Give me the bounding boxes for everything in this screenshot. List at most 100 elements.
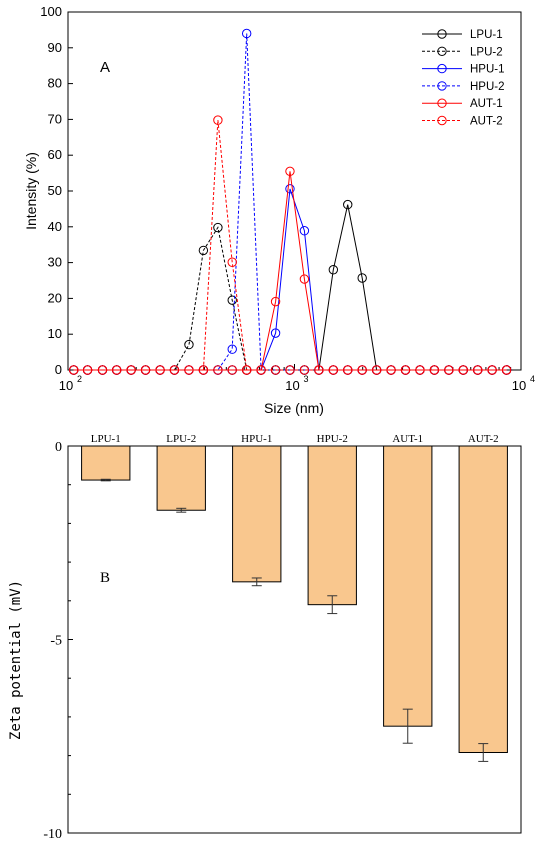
category-label-hpu-1: HPU-1 <box>241 433 272 445</box>
legend-marker-hpu-1 <box>437 63 447 74</box>
data-point-aut-2 <box>270 365 281 375</box>
panel-a-x-tick-exponent: 2 <box>77 374 82 384</box>
data-point-aut-2 <box>241 365 252 375</box>
data-point-aut-2 <box>371 365 382 375</box>
category-label-aut-1: AUT-1 <box>392 433 423 445</box>
data-point-lpu-2 <box>184 339 194 350</box>
panel-a-label: A <box>100 59 110 76</box>
bar-aut-2 <box>458 445 508 754</box>
data-point-aut-2 <box>328 365 339 375</box>
data-point-aut-2 <box>82 365 93 375</box>
data-point-lpu-2 <box>198 245 209 256</box>
panel-a-y-tick-label: 40 <box>48 219 62 234</box>
data-point-aut-2 <box>429 365 440 375</box>
data-point-aut-2 <box>198 365 209 375</box>
panel-b-y-tick-label: -5 <box>50 634 62 649</box>
panel-a-x-tick-label: 10 <box>59 378 73 393</box>
legend-label-aut-2: AUT-2 <box>470 116 503 128</box>
category-label-lpu-2: LPU-2 <box>166 433 196 445</box>
panel-a-y-tick-label: 100 <box>40 4 62 19</box>
data-point-lpu-1 <box>328 265 339 275</box>
bar-aut-1 <box>383 445 433 727</box>
category-label-hpu-2: HPU-2 <box>317 433 348 445</box>
panel-a-y-tick-label: 0 <box>55 362 62 377</box>
data-point-hpu-1 <box>285 184 295 194</box>
data-point-aut-2 <box>415 365 425 375</box>
series-line-hpu-1 <box>73 188 507 371</box>
data-point-aut-2 <box>472 365 483 375</box>
legend-marker-aut-1 <box>437 98 447 108</box>
data-point-hpu-2 <box>241 28 252 39</box>
series-hpu-1 <box>69 184 512 375</box>
data-point-aut-2 <box>169 365 180 375</box>
data-point-lpu-2 <box>213 222 223 233</box>
panel-b-y-axis-title: Zeta potential (mV) <box>8 580 24 740</box>
data-point-hpu-1 <box>270 328 281 338</box>
data-point-aut-2 <box>386 365 396 375</box>
data-point-aut-2 <box>256 365 266 375</box>
data-point-aut-2 <box>140 365 151 375</box>
panel-b-label: B <box>100 570 110 586</box>
legend-label-lpu-1: LPU-1 <box>470 29 503 41</box>
panel-a-x-tick-label: 10 <box>285 378 299 393</box>
data-point-aut-2 <box>501 365 512 375</box>
panel-a-legend: LPU-1 LPU-2 HPU-1 HPU-2 AUT-1 AUT-2 <box>422 29 505 128</box>
series-line-hpu-2 <box>73 33 507 371</box>
bar-lpu-1 <box>81 445 131 481</box>
data-point-lpu-1 <box>357 273 367 283</box>
panel-a-y-axis-title: Intensity (%) <box>23 152 39 230</box>
legend-label-lpu-2: LPU-2 <box>470 46 503 58</box>
panel-a-y-tick-label: 70 <box>48 111 62 126</box>
panel-a-x-tick-exponent: 4 <box>530 374 535 384</box>
bar-hpu-1 <box>232 445 282 583</box>
data-point-aut-2 <box>184 365 194 375</box>
data-point-aut-2 <box>69 365 79 375</box>
data-point-aut-2 <box>400 365 411 375</box>
panel-a-series-group <box>69 28 512 375</box>
panel-b-bar-chart: 0-5-10 LPU-1 LPU-2 HPU-1 HPU-2 AUT-1 AUT-2 B … <box>8 433 522 842</box>
series-hpu-2 <box>69 28 512 375</box>
series-line-lpu-2 <box>73 226 507 371</box>
panel-a-x-axis-title: Size (nm) <box>264 400 324 416</box>
panel-a-x-tick-exponent: 3 <box>304 374 309 384</box>
series-lpu-1 <box>69 199 512 375</box>
series-line-aut-2 <box>73 120 507 371</box>
panel-a-y-tick-label: 50 <box>48 183 62 198</box>
panel-a-y-tick-label: 90 <box>48 40 62 55</box>
legend-marker-hpu-2 <box>437 81 447 91</box>
data-point-aut-1 <box>299 274 310 284</box>
panel-a-y-tick-label: 20 <box>48 290 62 305</box>
category-label-aut-2: AUT-2 <box>468 433 499 445</box>
panel-a-y-tick-label: 30 <box>48 255 62 270</box>
data-point-lpu-1 <box>343 199 353 210</box>
panel-b-ticks: 0 -5 -10 <box>43 440 73 842</box>
series-line-lpu-1 <box>73 204 507 371</box>
data-point-aut-2 <box>285 365 295 375</box>
panel-a-y-tick-label: 80 <box>48 76 62 91</box>
data-point-aut-2 <box>343 365 353 375</box>
legend-marker-lpu-1 <box>437 29 447 39</box>
data-point-aut-2 <box>97 365 108 375</box>
data-point-aut-1 <box>227 365 237 375</box>
panel-a-x-tick-label: 10 <box>512 378 526 393</box>
data-point-hpu-2 <box>227 344 237 354</box>
data-point-hpu-1 <box>299 226 310 236</box>
panel-b-y-tick-label: -10 <box>43 827 62 842</box>
data-point-aut-2 <box>155 365 165 375</box>
series-line-aut-1 <box>73 171 507 371</box>
series-aut-2 <box>69 115 512 375</box>
data-point-aut-2 <box>126 365 136 375</box>
data-point-aut-2 <box>458 365 468 375</box>
series-lpu-2 <box>69 222 512 375</box>
data-point-aut-2 <box>111 365 122 375</box>
legend-marker-aut-2 <box>437 115 447 126</box>
data-point-aut-2 <box>487 365 497 375</box>
panel-b-plot-frame <box>67 445 522 834</box>
panel-a-y-tick-label: 60 <box>48 147 62 162</box>
category-label-lpu-1: LPU-1 <box>91 433 121 445</box>
series-aut-1 <box>69 166 512 375</box>
data-point-aut-1 <box>270 296 281 307</box>
bar-lpu-2 <box>156 445 206 511</box>
data-point-lpu-2 <box>227 295 237 305</box>
